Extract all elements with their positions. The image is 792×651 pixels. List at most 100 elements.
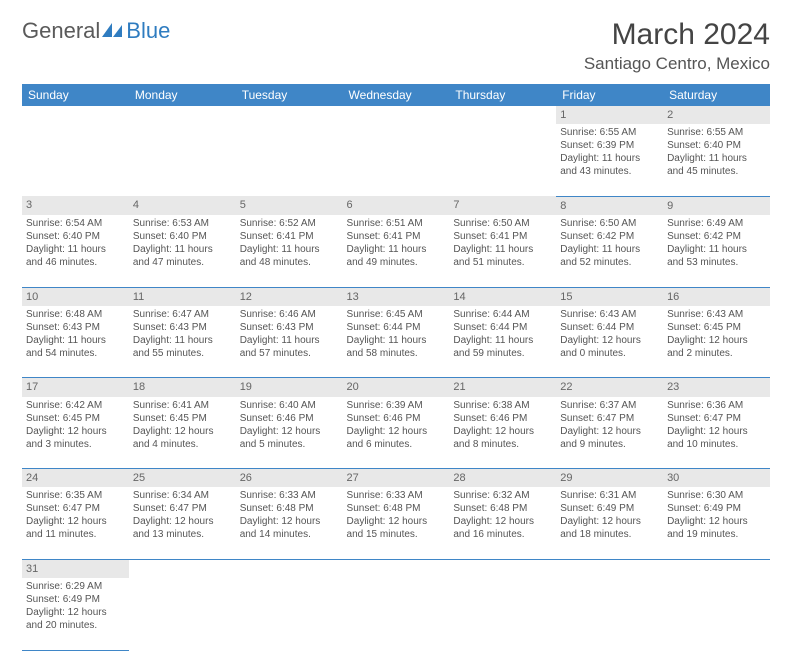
sunrise-text: Sunrise: 6:49 AM <box>667 217 766 230</box>
daylight-text: Daylight: 12 hours <box>26 425 125 438</box>
sunset-text: Sunset: 6:48 PM <box>347 502 446 515</box>
daylight-text: and 9 minutes. <box>560 438 659 451</box>
day-content-row: Sunrise: 6:54 AMSunset: 6:40 PMDaylight:… <box>22 215 770 287</box>
daylight-text: Daylight: 12 hours <box>240 515 339 528</box>
sunset-text: Sunset: 6:49 PM <box>560 502 659 515</box>
sunrise-text: Sunrise: 6:48 AM <box>26 308 125 321</box>
day-number-row: 17181920212223 <box>22 378 770 397</box>
day-cell: Sunrise: 6:43 AMSunset: 6:44 PMDaylight:… <box>556 306 663 378</box>
day-content-row: Sunrise: 6:35 AMSunset: 6:47 PMDaylight:… <box>22 487 770 559</box>
daylight-text: and 58 minutes. <box>347 347 446 360</box>
location: Santiago Centro, Mexico <box>584 54 770 74</box>
daylight-text: Daylight: 11 hours <box>453 334 552 347</box>
sunset-text: Sunset: 6:49 PM <box>667 502 766 515</box>
sunrise-text: Sunrise: 6:31 AM <box>560 489 659 502</box>
sunset-text: Sunset: 6:46 PM <box>240 412 339 425</box>
day-cell <box>236 124 343 196</box>
sunrise-text: Sunrise: 6:50 AM <box>453 217 552 230</box>
daylight-text: Daylight: 12 hours <box>453 515 552 528</box>
sunrise-text: Sunrise: 6:30 AM <box>667 489 766 502</box>
sunrise-text: Sunrise: 6:32 AM <box>453 489 552 502</box>
day-cell: Sunrise: 6:30 AMSunset: 6:49 PMDaylight:… <box>663 487 770 559</box>
day-number <box>22 106 129 124</box>
sunset-text: Sunset: 6:41 PM <box>453 230 552 243</box>
sunset-text: Sunset: 6:45 PM <box>26 412 125 425</box>
sunset-text: Sunset: 6:44 PM <box>453 321 552 334</box>
day-number: 11 <box>129 287 236 306</box>
day-cell: Sunrise: 6:29 AMSunset: 6:49 PMDaylight:… <box>22 578 129 650</box>
logo-word1: General <box>22 18 100 44</box>
sunset-text: Sunset: 6:43 PM <box>240 321 339 334</box>
day-cell: Sunrise: 6:48 AMSunset: 6:43 PMDaylight:… <box>22 306 129 378</box>
day-number: 13 <box>343 287 450 306</box>
sunset-text: Sunset: 6:48 PM <box>240 502 339 515</box>
daylight-text: Daylight: 11 hours <box>240 334 339 347</box>
day-number: 28 <box>449 469 556 488</box>
sunset-text: Sunset: 6:46 PM <box>347 412 446 425</box>
weekday-header: Wednesday <box>343 84 450 106</box>
daylight-text: Daylight: 11 hours <box>560 152 659 165</box>
day-number: 4 <box>129 196 236 215</box>
day-number: 22 <box>556 378 663 397</box>
day-number <box>663 559 770 578</box>
day-content-row: Sunrise: 6:55 AMSunset: 6:39 PMDaylight:… <box>22 124 770 196</box>
day-number: 31 <box>22 559 129 578</box>
sunrise-text: Sunrise: 6:54 AM <box>26 217 125 230</box>
sunrise-text: Sunrise: 6:44 AM <box>453 308 552 321</box>
sunset-text: Sunset: 6:41 PM <box>347 230 446 243</box>
day-number <box>343 559 450 578</box>
sunrise-text: Sunrise: 6:33 AM <box>347 489 446 502</box>
sunrise-text: Sunrise: 6:37 AM <box>560 399 659 412</box>
sunset-text: Sunset: 6:42 PM <box>667 230 766 243</box>
sunset-text: Sunset: 6:44 PM <box>560 321 659 334</box>
sunrise-text: Sunrise: 6:45 AM <box>347 308 446 321</box>
daylight-text: and 13 minutes. <box>133 528 232 541</box>
sunset-text: Sunset: 6:40 PM <box>26 230 125 243</box>
daylight-text: Daylight: 11 hours <box>347 334 446 347</box>
weekday-header-row: SundayMondayTuesdayWednesdayThursdayFrid… <box>22 84 770 106</box>
weekday-header: Sunday <box>22 84 129 106</box>
daylight-text: Daylight: 12 hours <box>667 425 766 438</box>
day-number: 19 <box>236 378 343 397</box>
day-number-row: 3456789 <box>22 196 770 215</box>
daylight-text: Daylight: 12 hours <box>133 515 232 528</box>
daylight-text: and 11 minutes. <box>26 528 125 541</box>
day-number: 7 <box>449 196 556 215</box>
day-cell <box>556 578 663 650</box>
day-number: 14 <box>449 287 556 306</box>
day-cell: Sunrise: 6:34 AMSunset: 6:47 PMDaylight:… <box>129 487 236 559</box>
day-number <box>129 106 236 124</box>
day-cell <box>22 124 129 196</box>
day-number: 6 <box>343 196 450 215</box>
day-number: 12 <box>236 287 343 306</box>
day-cell: Sunrise: 6:46 AMSunset: 6:43 PMDaylight:… <box>236 306 343 378</box>
sunrise-text: Sunrise: 6:39 AM <box>347 399 446 412</box>
daylight-text: and 45 minutes. <box>667 165 766 178</box>
day-number-row: 10111213141516 <box>22 287 770 306</box>
day-cell: Sunrise: 6:32 AMSunset: 6:48 PMDaylight:… <box>449 487 556 559</box>
sunset-text: Sunset: 6:41 PM <box>240 230 339 243</box>
page-title: March 2024 <box>584 18 770 52</box>
sunrise-text: Sunrise: 6:34 AM <box>133 489 232 502</box>
day-cell: Sunrise: 6:50 AMSunset: 6:41 PMDaylight:… <box>449 215 556 287</box>
day-cell <box>449 578 556 650</box>
day-cell <box>236 578 343 650</box>
daylight-text: and 53 minutes. <box>667 256 766 269</box>
sunrise-text: Sunrise: 6:38 AM <box>453 399 552 412</box>
day-cell <box>343 578 450 650</box>
sunset-text: Sunset: 6:39 PM <box>560 139 659 152</box>
day-cell: Sunrise: 6:36 AMSunset: 6:47 PMDaylight:… <box>663 397 770 469</box>
sunset-text: Sunset: 6:47 PM <box>26 502 125 515</box>
sunset-text: Sunset: 6:47 PM <box>133 502 232 515</box>
sunrise-text: Sunrise: 6:55 AM <box>560 126 659 139</box>
day-cell: Sunrise: 6:38 AMSunset: 6:46 PMDaylight:… <box>449 397 556 469</box>
daylight-text: Daylight: 12 hours <box>347 515 446 528</box>
daylight-text: Daylight: 11 hours <box>667 152 766 165</box>
daylight-text: and 54 minutes. <box>26 347 125 360</box>
day-number: 20 <box>343 378 450 397</box>
day-number: 2 <box>663 106 770 124</box>
day-number: 5 <box>236 196 343 215</box>
sunset-text: Sunset: 6:42 PM <box>560 230 659 243</box>
daylight-text: and 55 minutes. <box>133 347 232 360</box>
sunset-text: Sunset: 6:45 PM <box>133 412 232 425</box>
